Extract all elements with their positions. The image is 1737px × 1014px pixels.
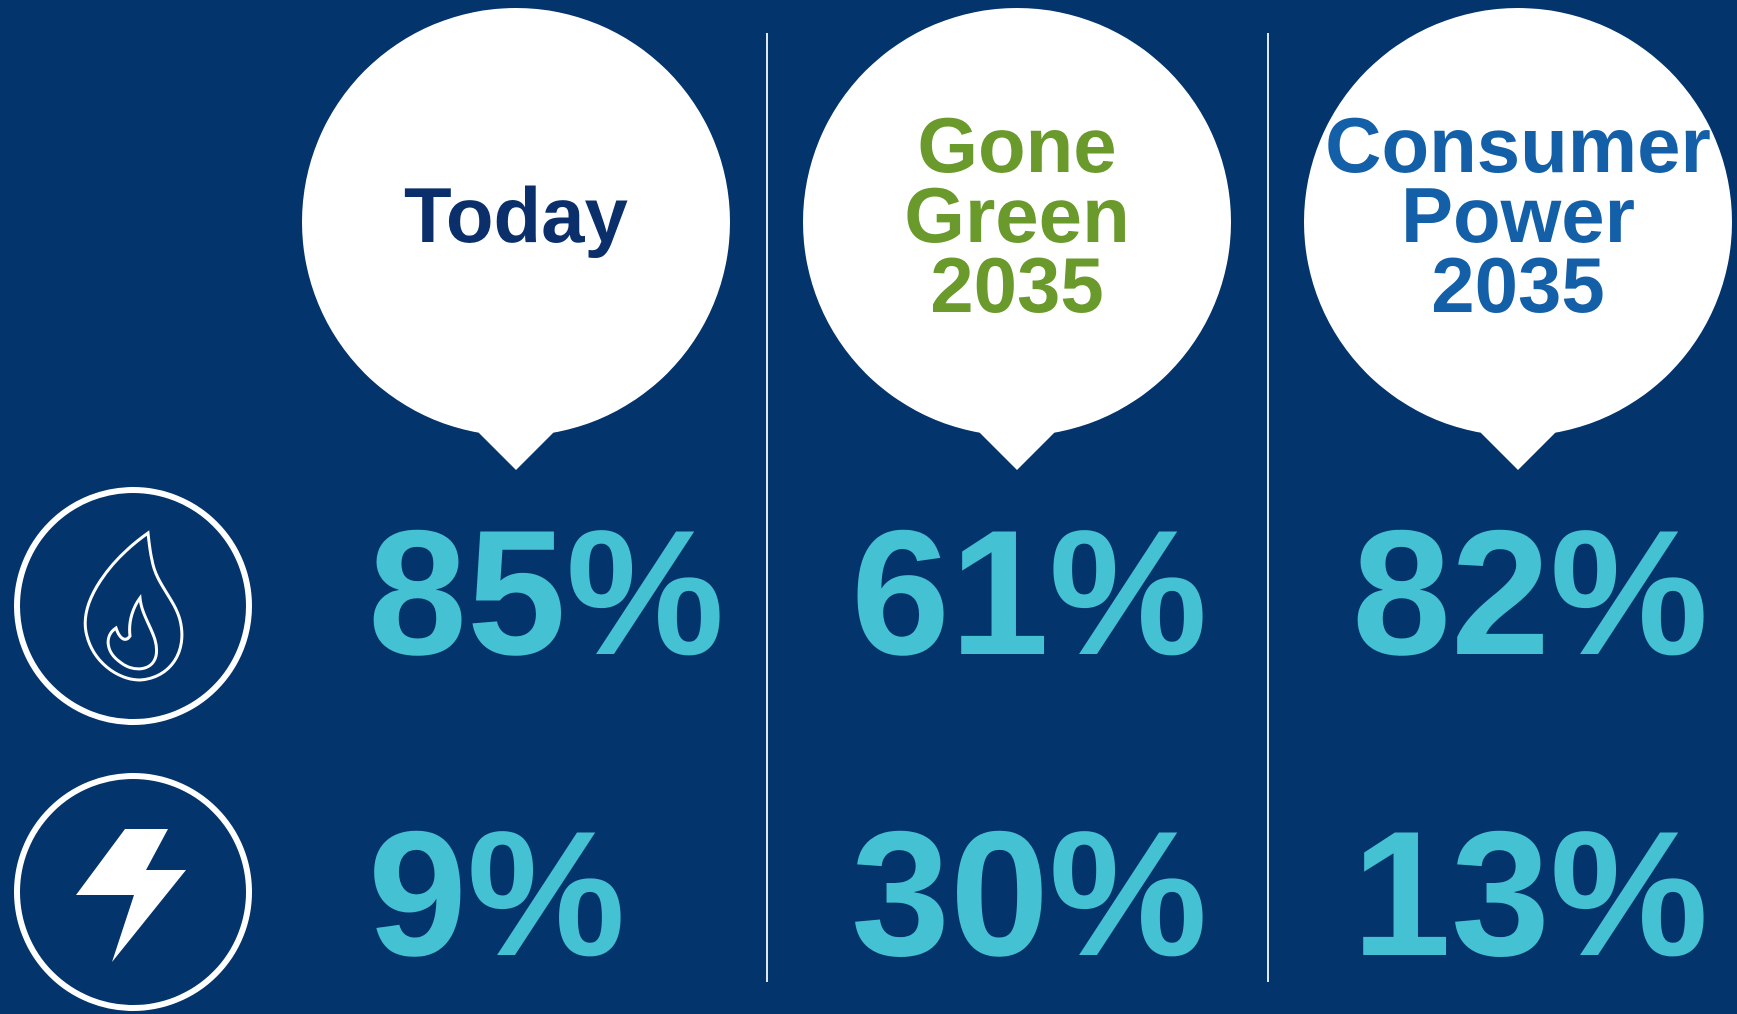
gas-icon xyxy=(14,487,252,725)
electricity-value: 9% xyxy=(368,794,625,993)
gas-value: 85% xyxy=(368,493,724,692)
scenario-title: Consumer xyxy=(1325,101,1711,189)
electricity-icon xyxy=(14,773,252,1011)
scenario-title: Power xyxy=(1401,171,1635,259)
scenario-title: Today xyxy=(404,171,628,259)
bubble-circle xyxy=(803,8,1231,436)
electricity-value: 13% xyxy=(1352,794,1708,993)
gas-value: 61% xyxy=(851,493,1207,692)
bubble-circle xyxy=(302,8,730,436)
electricity-value: 30% xyxy=(851,794,1207,993)
scenario-title: Green xyxy=(904,171,1129,259)
scenario-title: 2035 xyxy=(930,241,1104,329)
bubble-pointer xyxy=(973,426,1061,470)
scenario-bubble: Today xyxy=(302,8,730,470)
bubble-pointer xyxy=(472,426,560,470)
scenario-title: 2035 xyxy=(1431,241,1605,329)
bubble-pointer xyxy=(1474,426,1562,470)
bubble-circle xyxy=(1304,8,1732,436)
scenario-title: Gone xyxy=(917,101,1116,189)
gas-value: 82% xyxy=(1352,493,1708,692)
